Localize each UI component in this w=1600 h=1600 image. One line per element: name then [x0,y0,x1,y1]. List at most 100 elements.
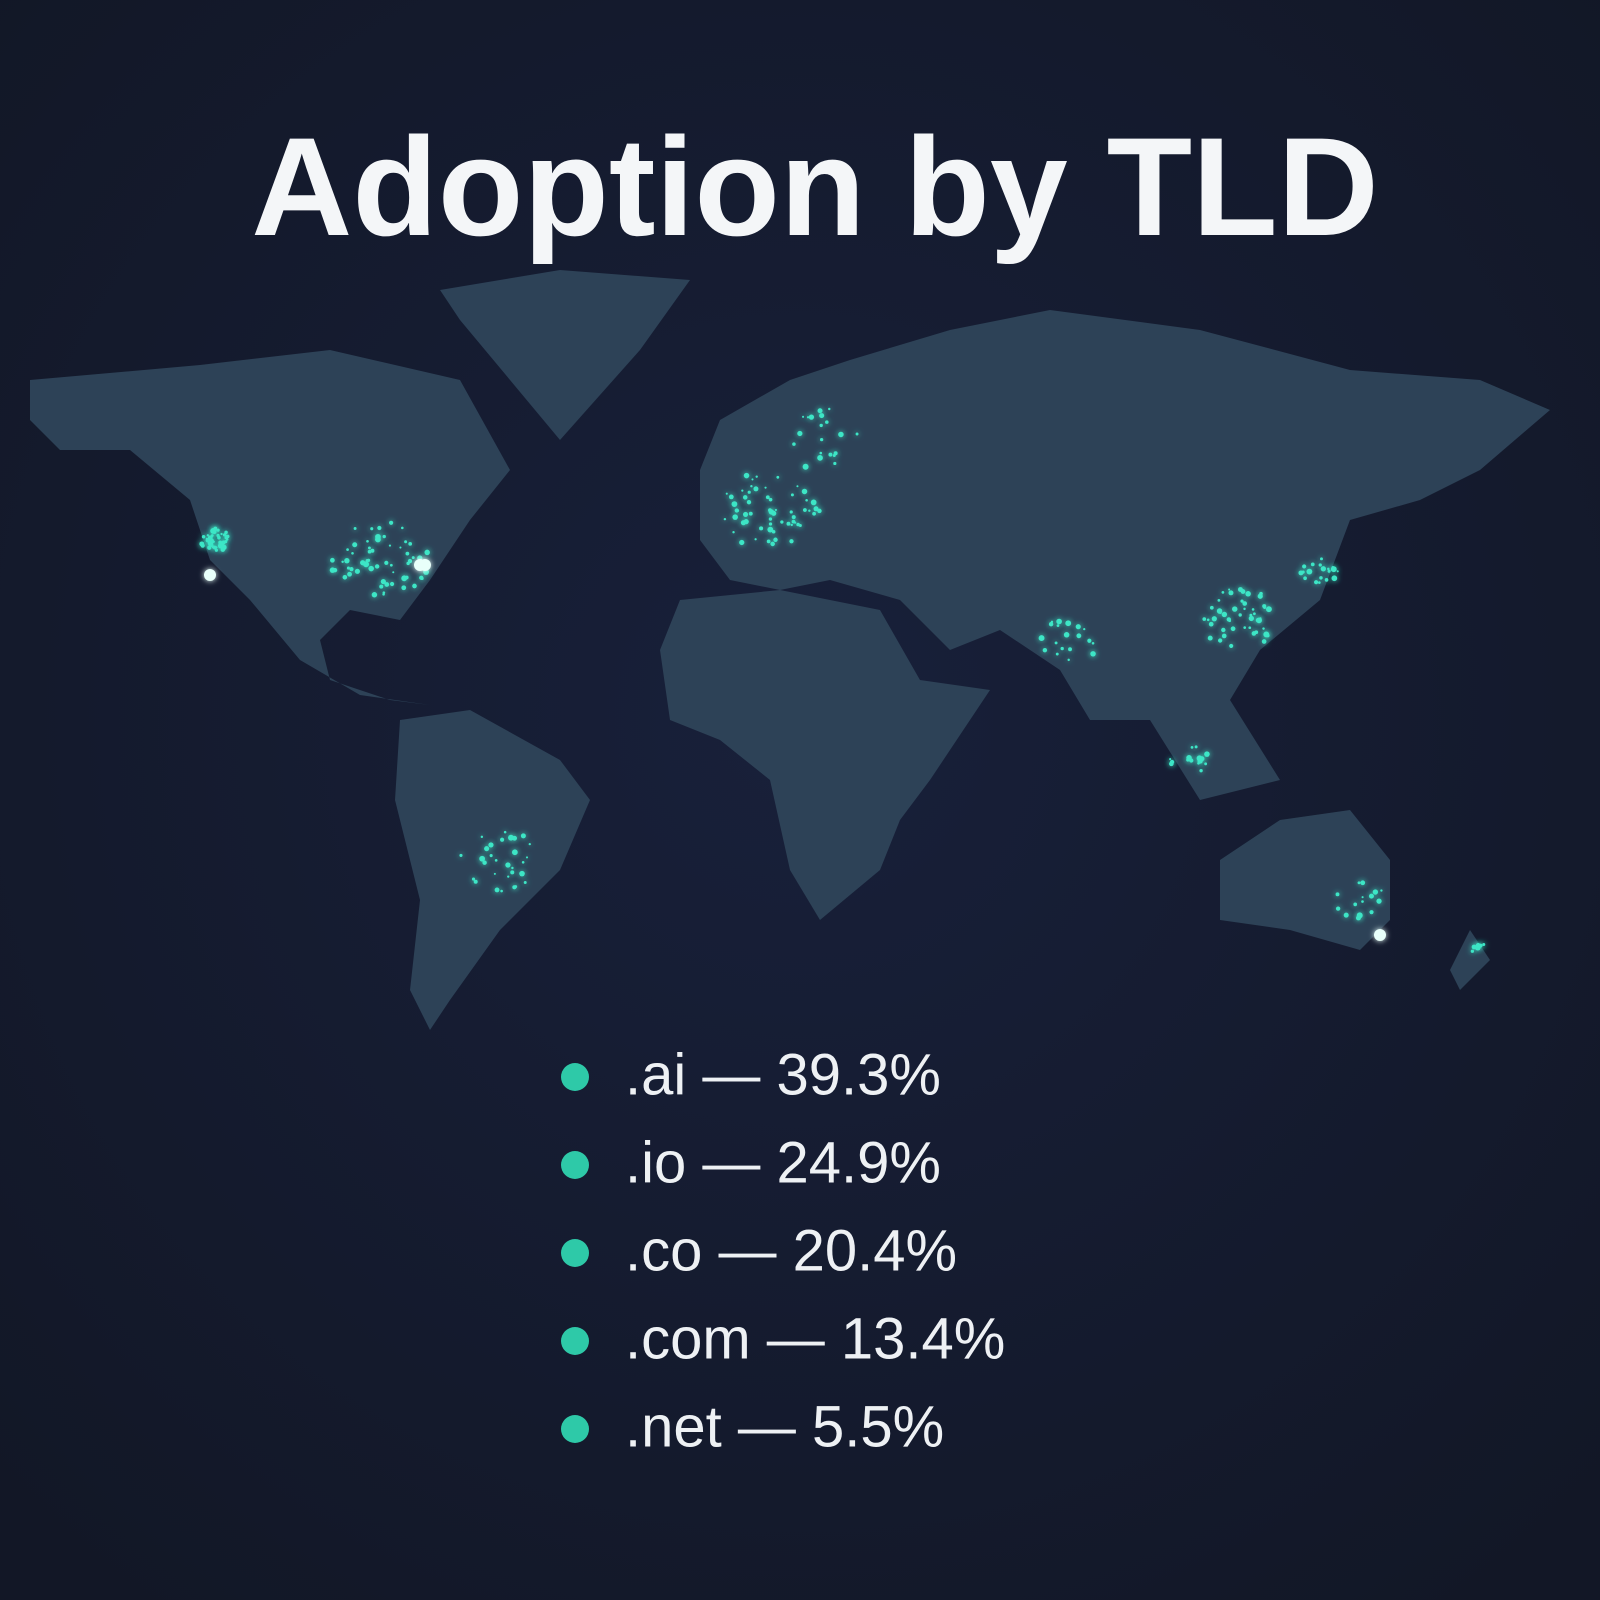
legend-item: .net — 5.5% [625,1394,944,1459]
city-dot [330,557,335,563]
city-dot [754,538,757,541]
city-dot [1083,628,1086,631]
city-dot [768,497,773,502]
south-america [395,710,590,1030]
city-dot [200,543,205,548]
city-dot [1054,641,1058,645]
city-dot [790,523,793,527]
city-dot [1261,639,1267,644]
city-dot [388,544,392,547]
city-dot [765,495,770,500]
city-dot [1230,626,1236,632]
city-dot [500,837,505,842]
city-dot [511,866,514,870]
city-dot [1055,652,1059,656]
city-dot [813,506,819,512]
city-dot [817,455,823,461]
city-dot [734,508,739,513]
world-map [30,270,1550,1030]
city-dot [1038,635,1045,642]
city-dot [1318,581,1321,584]
city-dot [401,585,407,591]
city-dot [360,560,366,566]
city-dot [1197,761,1200,765]
city-dot [484,846,490,852]
city-dot [1056,624,1060,628]
city-dot [1369,910,1374,915]
city-dot [351,551,354,555]
north-america [30,350,510,705]
city-dot [1240,599,1244,603]
city-dot [479,855,486,862]
city-dot [797,430,803,437]
city-dot [1302,564,1307,569]
city-dot [382,593,385,596]
city-dot [802,415,805,418]
city-dot [367,549,372,554]
city-dot [1251,608,1255,611]
city-dot [731,501,738,507]
city-dot [1243,626,1247,629]
city-dot [732,514,738,520]
city-dot [367,546,371,550]
city-dot [790,493,794,497]
city-dot [774,508,777,512]
city-dot [819,437,824,442]
city-dot [207,545,212,550]
city-dot [528,842,531,846]
city-dot [329,567,336,573]
city-dot [1256,617,1262,624]
city-dot [1221,611,1228,618]
city-dot [743,472,750,479]
city-dot [725,492,728,495]
city-dot [1248,615,1255,622]
city-dot [1199,768,1203,773]
city-dot [855,432,859,436]
city-dot [500,889,503,893]
city-dot [217,542,224,549]
city-dot [1228,590,1234,596]
city-dot [1482,942,1486,946]
city-dot [1056,618,1062,625]
city-dot [1206,618,1210,622]
city-dot [1075,624,1081,630]
legend: .ai — 39.3% .io — 24.9% .co — 20.4% .com — … [561,1042,1005,1459]
city-dot [521,861,525,864]
city-dot [374,564,380,569]
city-dot [401,526,404,530]
city-dot [215,546,218,549]
legend-bullet [561,1239,589,1267]
city-dot [1336,570,1339,573]
city-dot [1314,580,1319,585]
legend-bullet [561,1063,589,1091]
city-dot [1202,617,1207,621]
city-dot [366,539,369,543]
city-dot [828,407,831,411]
city-dot [1219,611,1222,614]
city-dot [1204,751,1210,757]
city-dot [1265,606,1272,613]
city-dot [796,485,799,488]
city-dot [404,575,409,580]
city-dot [808,414,815,420]
city-dot [1320,566,1327,572]
city-dot [216,528,220,532]
city-dot [353,527,357,530]
city-dot [768,517,773,521]
hotspot [1374,929,1386,941]
city-dot [1324,578,1329,582]
city-dot [1194,745,1198,749]
city-dot [793,521,797,524]
city-dot [739,539,745,546]
city-dot [1091,641,1095,645]
legend-item: .ai — 39.3% [625,1042,941,1107]
city-dot [1266,634,1270,638]
city-dot [344,558,350,564]
city-dot [1303,576,1307,581]
city-dot [1318,563,1322,567]
city-dot [1065,620,1072,627]
city-dot [1308,569,1311,572]
city-dot [512,885,517,890]
city-dot [507,875,510,878]
city-dot [810,499,817,506]
